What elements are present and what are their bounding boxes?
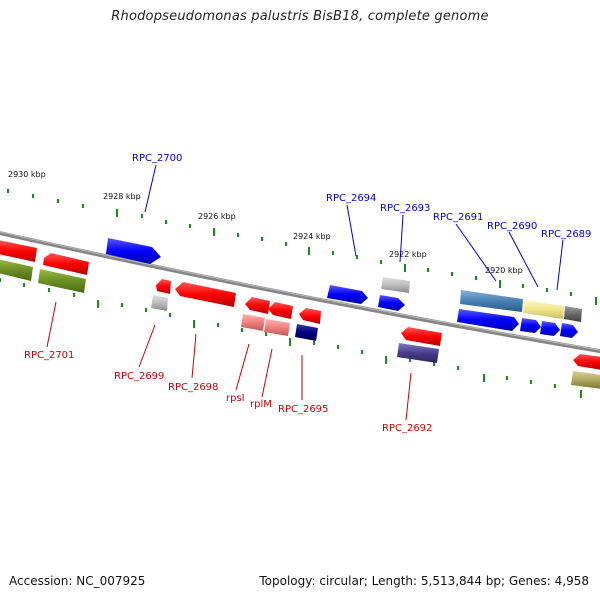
- gene-rpsi[interactable]: [241, 314, 265, 331]
- gene-rpsi-red[interactable]: [245, 297, 270, 314]
- gene-label-rpc-2695[interactable]: RPC_2695: [278, 404, 328, 415]
- gene-plus-lower-1[interactable]: [457, 309, 519, 331]
- gene-rpc-2689[interactable]: [564, 306, 582, 322]
- gene-rpc-2690[interactable]: [523, 300, 564, 319]
- accession-text: Accession: NC_007925: [9, 574, 146, 588]
- minus-strand-genes: [0, 240, 600, 389]
- gene-rpc-2700[interactable]: [106, 238, 161, 264]
- plus-strand-genes: [106, 238, 582, 338]
- scale-label: 2922 kbp: [389, 250, 427, 259]
- gene-rpc-2701[interactable]: [43, 253, 89, 275]
- scale-label: 2924 kbp: [293, 232, 331, 241]
- gene-rpc-2695[interactable]: [295, 324, 318, 341]
- gene-rplm[interactable]: [264, 319, 290, 336]
- gene-label-rpsi[interactable]: rpsI: [226, 393, 245, 404]
- gene-label-rpc-2690[interactable]: RPC_2690: [487, 221, 537, 232]
- gene-label-rpc-2694[interactable]: RPC_2694: [326, 193, 376, 204]
- gene-rpc-2691[interactable]: [460, 290, 523, 312]
- scale-ticks-outer: [7, 189, 597, 305]
- gene-rpc-2695-red[interactable]: [299, 308, 321, 324]
- gene-label-rpc-2692[interactable]: RPC_2692: [382, 423, 432, 434]
- gene-rpc-2693-gray[interactable]: [381, 277, 410, 293]
- scale-label: 2926 kbp: [198, 212, 236, 221]
- gene-rpc-2694[interactable]: [327, 285, 368, 304]
- minus-label-leaders: [46, 301, 412, 421]
- gene-plus-lower-3[interactable]: [540, 321, 560, 336]
- gene-rplm-red[interactable]: [268, 302, 293, 319]
- gene-right-khaki[interactable]: [571, 371, 600, 389]
- gene-rpc-2693[interactable]: [378, 295, 405, 311]
- gene-label-rplm[interactable]: rplM: [250, 399, 272, 410]
- gene-rpc-2699[interactable]: [151, 295, 168, 311]
- gene-label-rpc-2691[interactable]: RPC_2691: [433, 212, 483, 223]
- scale-label: 2928 kbp: [103, 192, 141, 201]
- genome-backbone-highlight: [0, 231, 600, 351]
- scale-label: 2930 kbp: [8, 170, 46, 179]
- gene-label-rpc-2700[interactable]: RPC_2700: [132, 153, 182, 164]
- genome-summary-text: Topology: circular; Length: 5,513,844 bp…: [259, 574, 589, 588]
- gene-label-rpc-2699[interactable]: RPC_2699: [114, 371, 164, 382]
- gene-rpc-2698[interactable]: [175, 282, 236, 307]
- gene-left-olive-1[interactable]: [0, 259, 33, 281]
- gene-rpc-2699-red[interactable]: [156, 279, 171, 294]
- gene-rpc-2692-red[interactable]: [401, 327, 442, 346]
- gene-plus-lower-4[interactable]: [560, 323, 578, 338]
- gene-label-rpc-2698[interactable]: RPC_2698: [168, 382, 218, 393]
- gene-right-red[interactable]: [573, 354, 600, 370]
- gene-rpc-2692[interactable]: [397, 343, 439, 363]
- gene-left-olive-2[interactable]: [38, 269, 86, 293]
- gene-label-rpc-2701[interactable]: RPC_2701: [24, 350, 74, 361]
- genome-title: Rhodopseudomonas palustris BisB18, compl…: [111, 9, 489, 24]
- scale-label: 2920 kbp: [485, 266, 523, 275]
- gene-plus-lower-2[interactable]: [520, 318, 541, 333]
- gene-label-rpc-2693[interactable]: RPC_2693: [380, 203, 430, 214]
- plus-label-leaders: [144, 164, 564, 291]
- gene-left-red-1[interactable]: [0, 240, 37, 262]
- genome-backbone: [0, 231, 600, 354]
- gene-label-rpc-2689[interactable]: RPC_2689: [541, 229, 591, 240]
